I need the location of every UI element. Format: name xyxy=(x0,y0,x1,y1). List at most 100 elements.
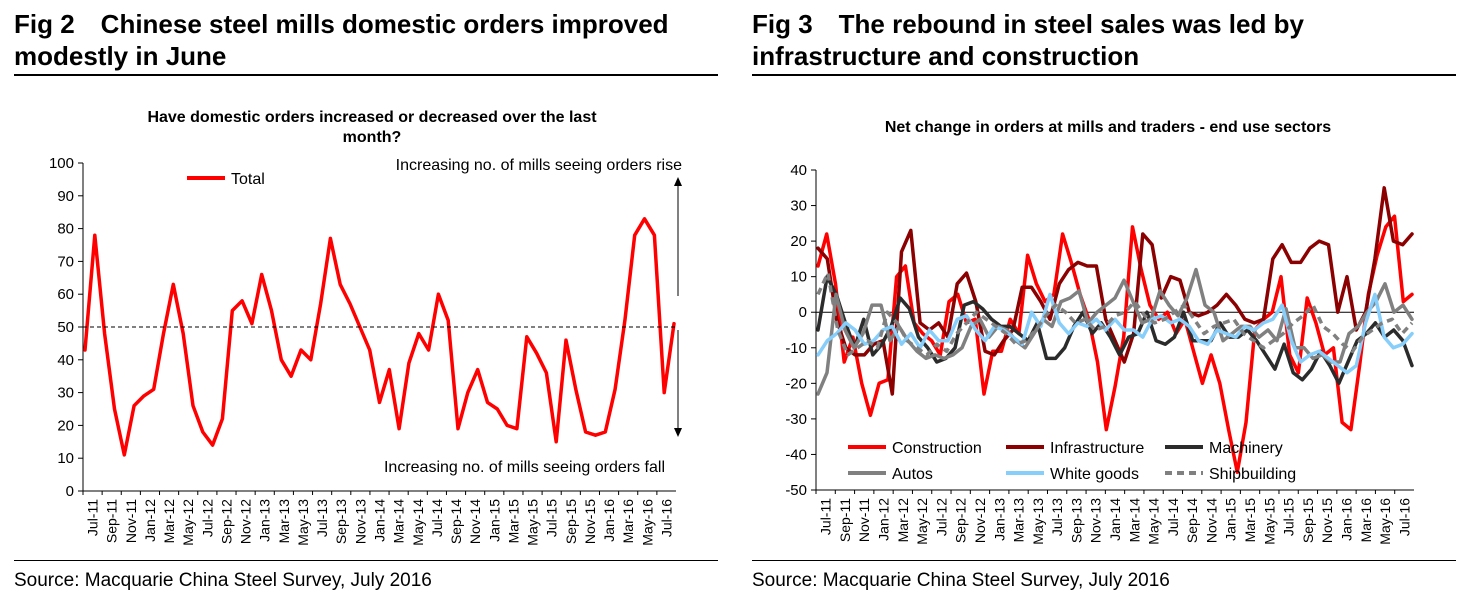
x-tick-label: Jul-14 xyxy=(1165,498,1181,536)
y-tick-label: 0 xyxy=(799,304,807,321)
x-tick-label: May-12 xyxy=(914,498,930,545)
domestic-orders-chart: Have domestic orders increased or decrea… xyxy=(49,109,682,546)
x-tick-label: Mar-16 xyxy=(1358,498,1374,543)
x-tick-label: Nov-11 xyxy=(123,499,139,543)
series-line-total xyxy=(83,217,676,457)
series-line-machinery xyxy=(816,274,1414,386)
legend-label: White goods xyxy=(1050,466,1139,483)
legend-label: Shipbuilding xyxy=(1209,466,1296,483)
y-tick-label: 90 xyxy=(57,188,74,205)
x-tick-label: Mar-13 xyxy=(276,499,292,544)
x-tick-label: May-13 xyxy=(1030,498,1046,545)
y-tick-label: -30 xyxy=(785,411,807,428)
x-tick-label: Mar-12 xyxy=(895,498,911,543)
x-tick-label: Mar-16 xyxy=(620,499,636,544)
legend-label: Machinery xyxy=(1209,440,1283,457)
y-tick-label: 70 xyxy=(57,253,74,270)
x-tick-label: Jul-13 xyxy=(314,499,330,537)
x-tick-label: Sep-15 xyxy=(1300,498,1316,543)
figure-3-title: Fig 3 The rebound in steel sales was led … xyxy=(752,8,1442,72)
y-tick-label: 50 xyxy=(57,319,74,336)
x-tick-label: Jul-11 xyxy=(818,498,834,535)
y-tick-label: 80 xyxy=(57,221,74,238)
x-tick-label: Mar-14 xyxy=(1126,498,1142,543)
x-tick-label: Jul-12 xyxy=(933,498,949,536)
legend-label: Construction xyxy=(892,440,982,457)
source-rule xyxy=(752,560,1456,561)
y-tick-label: -50 xyxy=(785,482,807,499)
x-tick-label: Jan-13 xyxy=(991,498,1007,541)
x-tick-label: Jan-15 xyxy=(486,499,502,542)
x-tick-label: Jul-14 xyxy=(429,499,445,537)
x-tick-label: May-15 xyxy=(525,499,541,546)
x-tick-label: Nov-11 xyxy=(856,498,872,542)
y-tick-label: 30 xyxy=(790,198,807,215)
x-tick-label: Jan-12 xyxy=(876,498,892,541)
x-tick-label: Nov-12 xyxy=(972,498,988,543)
x-tick-label: May-16 xyxy=(1377,498,1393,545)
y-tick-label: 20 xyxy=(57,417,74,434)
x-tick-label: Nov-15 xyxy=(582,499,598,544)
figure-2-title: Fig 2 Chinese steel mills domestic orders… xyxy=(14,8,704,72)
title-rule xyxy=(14,74,718,76)
x-tick-label: Sep-14 xyxy=(448,499,464,544)
x-tick-label: Mar-15 xyxy=(505,499,521,544)
x-tick-label: May-13 xyxy=(295,499,311,546)
y-tick-label: 10 xyxy=(790,269,807,286)
x-tick-label: Sep-13 xyxy=(333,499,349,544)
x-tick-label: Jul-15 xyxy=(1281,498,1297,536)
annotation-fall: Increasing no. of mills seeing orders fa… xyxy=(384,459,665,476)
x-tick-label: Jul-13 xyxy=(1049,498,1065,536)
x-tick-label: Sep-13 xyxy=(1068,498,1084,543)
legend-label: Infrastructure xyxy=(1050,440,1144,457)
x-tick-label: Nov-13 xyxy=(1088,498,1104,543)
x-tick-label: Nov-14 xyxy=(467,499,483,544)
y-tick-label: 60 xyxy=(57,286,74,303)
y-tick-label: 30 xyxy=(57,385,74,402)
source-rule xyxy=(14,560,718,561)
figure-3-heading: The rebound in steel sales was led by in… xyxy=(752,9,1304,71)
y-tick-label: 40 xyxy=(790,162,807,179)
end-use-sectors-chart: Net change in orders at mills and trader… xyxy=(785,119,1414,545)
series-line-shipbuilding xyxy=(816,271,1414,357)
y-tick-label: 0 xyxy=(66,483,74,500)
y-tick-label: 10 xyxy=(57,450,74,467)
x-tick-label: Mar-13 xyxy=(1011,498,1027,543)
y-tick-label: -20 xyxy=(785,375,807,392)
x-tick-label: Jul-16 xyxy=(658,499,674,537)
series-line-white-goods xyxy=(816,292,1414,375)
x-tick-label: Nov-14 xyxy=(1203,498,1219,543)
x-tick-label: Mar-12 xyxy=(161,499,177,544)
x-tick-label: Jul-12 xyxy=(199,499,215,537)
y-tick-label: 40 xyxy=(57,352,74,369)
annotation-rise: Increasing no. of mills seeing orders ri… xyxy=(396,157,682,174)
figure-3-label: Fig 3 xyxy=(752,9,813,39)
x-tick-label: Sep-11 xyxy=(837,498,853,542)
arrow-up-head xyxy=(674,177,682,186)
x-tick-label: Nov-15 xyxy=(1319,498,1335,543)
series-line-infrastructure xyxy=(816,186,1414,396)
chart-title-line: month? xyxy=(343,129,402,146)
x-tick-label: Sep-15 xyxy=(563,499,579,544)
x-tick-label: Sep-12 xyxy=(953,498,969,543)
arrow-down-head xyxy=(674,428,682,437)
x-tick-label: Jan-16 xyxy=(1338,498,1354,541)
x-tick-label: May-16 xyxy=(639,499,655,546)
series-line-autos xyxy=(816,267,1414,396)
figure-2-heading: Chinese steel mills domestic orders impr… xyxy=(14,9,669,71)
x-tick-label: Sep-12 xyxy=(218,499,234,544)
series-line-construction xyxy=(816,214,1414,474)
x-tick-label: Jul-16 xyxy=(1396,498,1412,536)
x-tick-label: Sep-11 xyxy=(104,499,120,543)
figure-3-panel: Fig 3 The rebound in steel sales was led … xyxy=(738,0,1464,613)
x-tick-label: Jan-12 xyxy=(142,499,158,542)
x-tick-label: Jan-16 xyxy=(601,499,617,542)
y-tick-label: 100 xyxy=(49,155,74,172)
x-tick-label: Nov-13 xyxy=(352,499,368,544)
x-tick-label: Jan-14 xyxy=(1107,498,1123,541)
x-tick-label: Nov-12 xyxy=(238,499,254,544)
y-tick-label: -40 xyxy=(785,446,807,463)
figure-2-panel: Fig 2 Chinese steel mills domestic orders… xyxy=(0,0,730,613)
x-tick-label: Jul-11 xyxy=(85,499,101,536)
x-tick-label: May-12 xyxy=(180,499,196,546)
